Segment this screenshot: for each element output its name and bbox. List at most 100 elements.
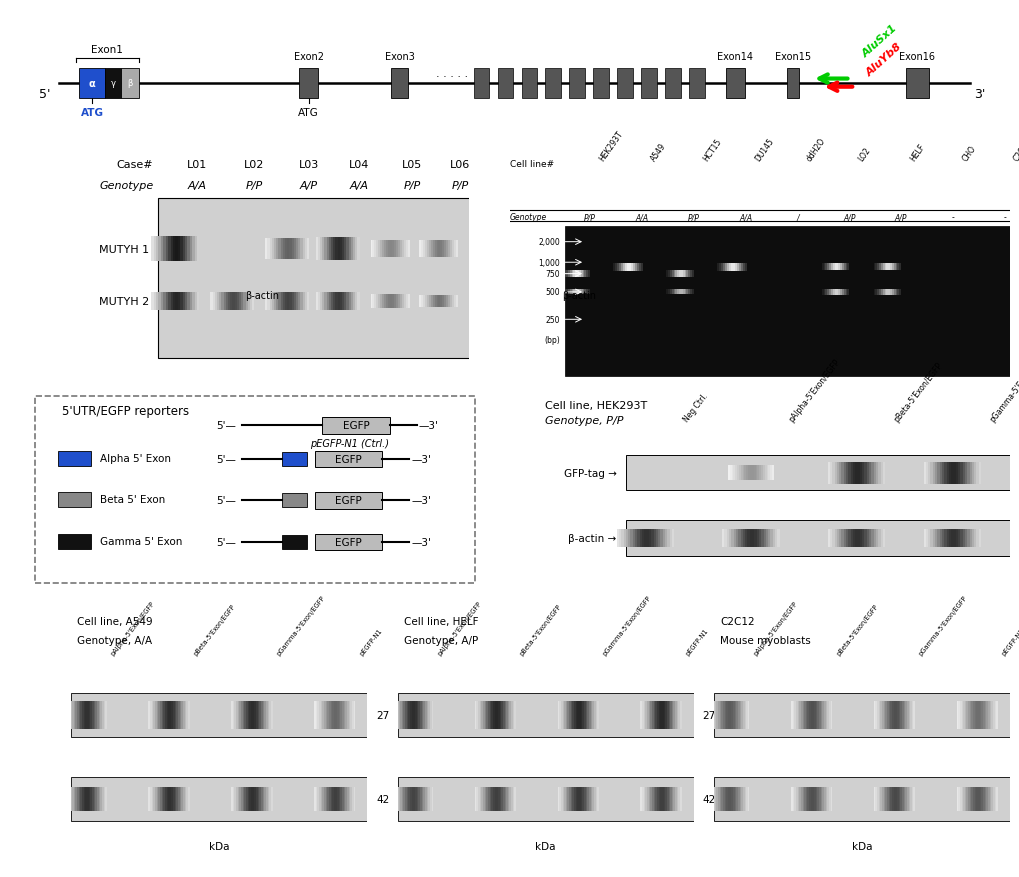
Bar — [758, 466, 760, 481]
Bar — [187, 788, 190, 811]
Bar — [155, 788, 157, 811]
Bar — [679, 290, 680, 296]
Bar — [404, 702, 405, 729]
Bar — [888, 264, 890, 271]
Bar — [68, 702, 70, 729]
Bar — [635, 264, 637, 271]
Bar — [357, 238, 360, 260]
Bar — [521, 68, 536, 98]
Bar — [746, 788, 747, 811]
Bar — [975, 788, 977, 811]
Bar — [100, 788, 102, 811]
Bar — [345, 702, 346, 729]
Bar — [269, 702, 271, 729]
Bar — [455, 241, 458, 258]
Bar — [665, 271, 667, 277]
Bar — [927, 530, 929, 547]
Bar — [158, 788, 160, 811]
Bar — [996, 788, 997, 811]
Bar — [738, 530, 740, 547]
Bar — [421, 702, 423, 729]
Bar — [746, 466, 747, 481]
Text: Exon15: Exon15 — [774, 52, 810, 61]
Bar — [370, 240, 372, 258]
Bar — [397, 694, 693, 737]
Bar — [564, 788, 566, 811]
Bar — [571, 271, 573, 277]
Bar — [651, 702, 653, 729]
Bar — [173, 702, 174, 729]
Bar — [760, 466, 762, 481]
Bar — [492, 788, 494, 811]
Bar — [582, 290, 584, 296]
Bar — [415, 702, 417, 729]
Bar — [163, 788, 165, 811]
Bar — [353, 293, 355, 310]
Bar — [744, 264, 746, 271]
Bar — [876, 788, 877, 811]
Bar — [388, 240, 390, 258]
Bar — [246, 788, 248, 811]
Bar — [161, 788, 163, 811]
Bar — [276, 293, 278, 310]
Bar — [726, 264, 728, 271]
Bar — [890, 702, 891, 729]
Bar — [830, 264, 832, 271]
Bar — [399, 702, 401, 729]
Bar — [815, 702, 816, 729]
Bar — [378, 240, 380, 258]
Bar — [494, 788, 496, 811]
Bar — [174, 788, 176, 811]
Bar — [760, 530, 763, 547]
Bar — [677, 271, 679, 277]
Bar — [722, 702, 723, 729]
Text: HELF: HELF — [908, 142, 926, 162]
Bar — [658, 702, 659, 729]
Text: A/A: A/A — [350, 181, 369, 191]
Bar — [453, 241, 455, 258]
Bar — [845, 264, 847, 271]
Bar — [249, 788, 251, 811]
Bar — [964, 702, 966, 729]
Bar — [635, 530, 637, 547]
Bar — [653, 702, 654, 729]
Bar — [499, 702, 500, 729]
Bar — [637, 530, 639, 547]
Text: β-actin →: β-actin → — [568, 533, 616, 543]
Bar — [170, 237, 173, 261]
Bar — [677, 290, 679, 296]
Bar — [380, 295, 382, 309]
Bar — [678, 702, 680, 729]
Bar — [479, 702, 481, 729]
Bar — [327, 702, 328, 729]
Text: pAlpha-5'Exon/EGFP: pAlpha-5'Exon/EGFP — [786, 357, 841, 424]
Bar — [174, 702, 176, 729]
Bar — [972, 788, 974, 811]
Text: Genotype, P/P: Genotype, P/P — [544, 416, 623, 426]
Bar — [665, 290, 667, 296]
Bar — [881, 702, 882, 729]
Text: 3': 3' — [973, 88, 984, 101]
Bar — [913, 788, 914, 811]
Bar — [929, 530, 931, 547]
Bar — [821, 788, 823, 811]
Bar — [100, 702, 102, 729]
Bar — [969, 530, 971, 547]
Bar — [243, 788, 245, 811]
Bar — [895, 788, 896, 811]
Bar — [813, 788, 815, 811]
Bar — [424, 241, 426, 258]
Bar — [269, 239, 271, 260]
Text: P/P: P/P — [451, 181, 469, 191]
Bar — [747, 466, 749, 481]
Bar — [89, 788, 91, 811]
Bar — [407, 788, 408, 811]
Bar — [120, 68, 139, 98]
Bar — [424, 296, 426, 308]
Bar — [863, 530, 866, 547]
Bar — [567, 702, 569, 729]
Bar — [337, 293, 339, 310]
Bar — [763, 530, 765, 547]
Bar — [720, 702, 722, 729]
Text: (bp): (bp) — [544, 336, 559, 345]
